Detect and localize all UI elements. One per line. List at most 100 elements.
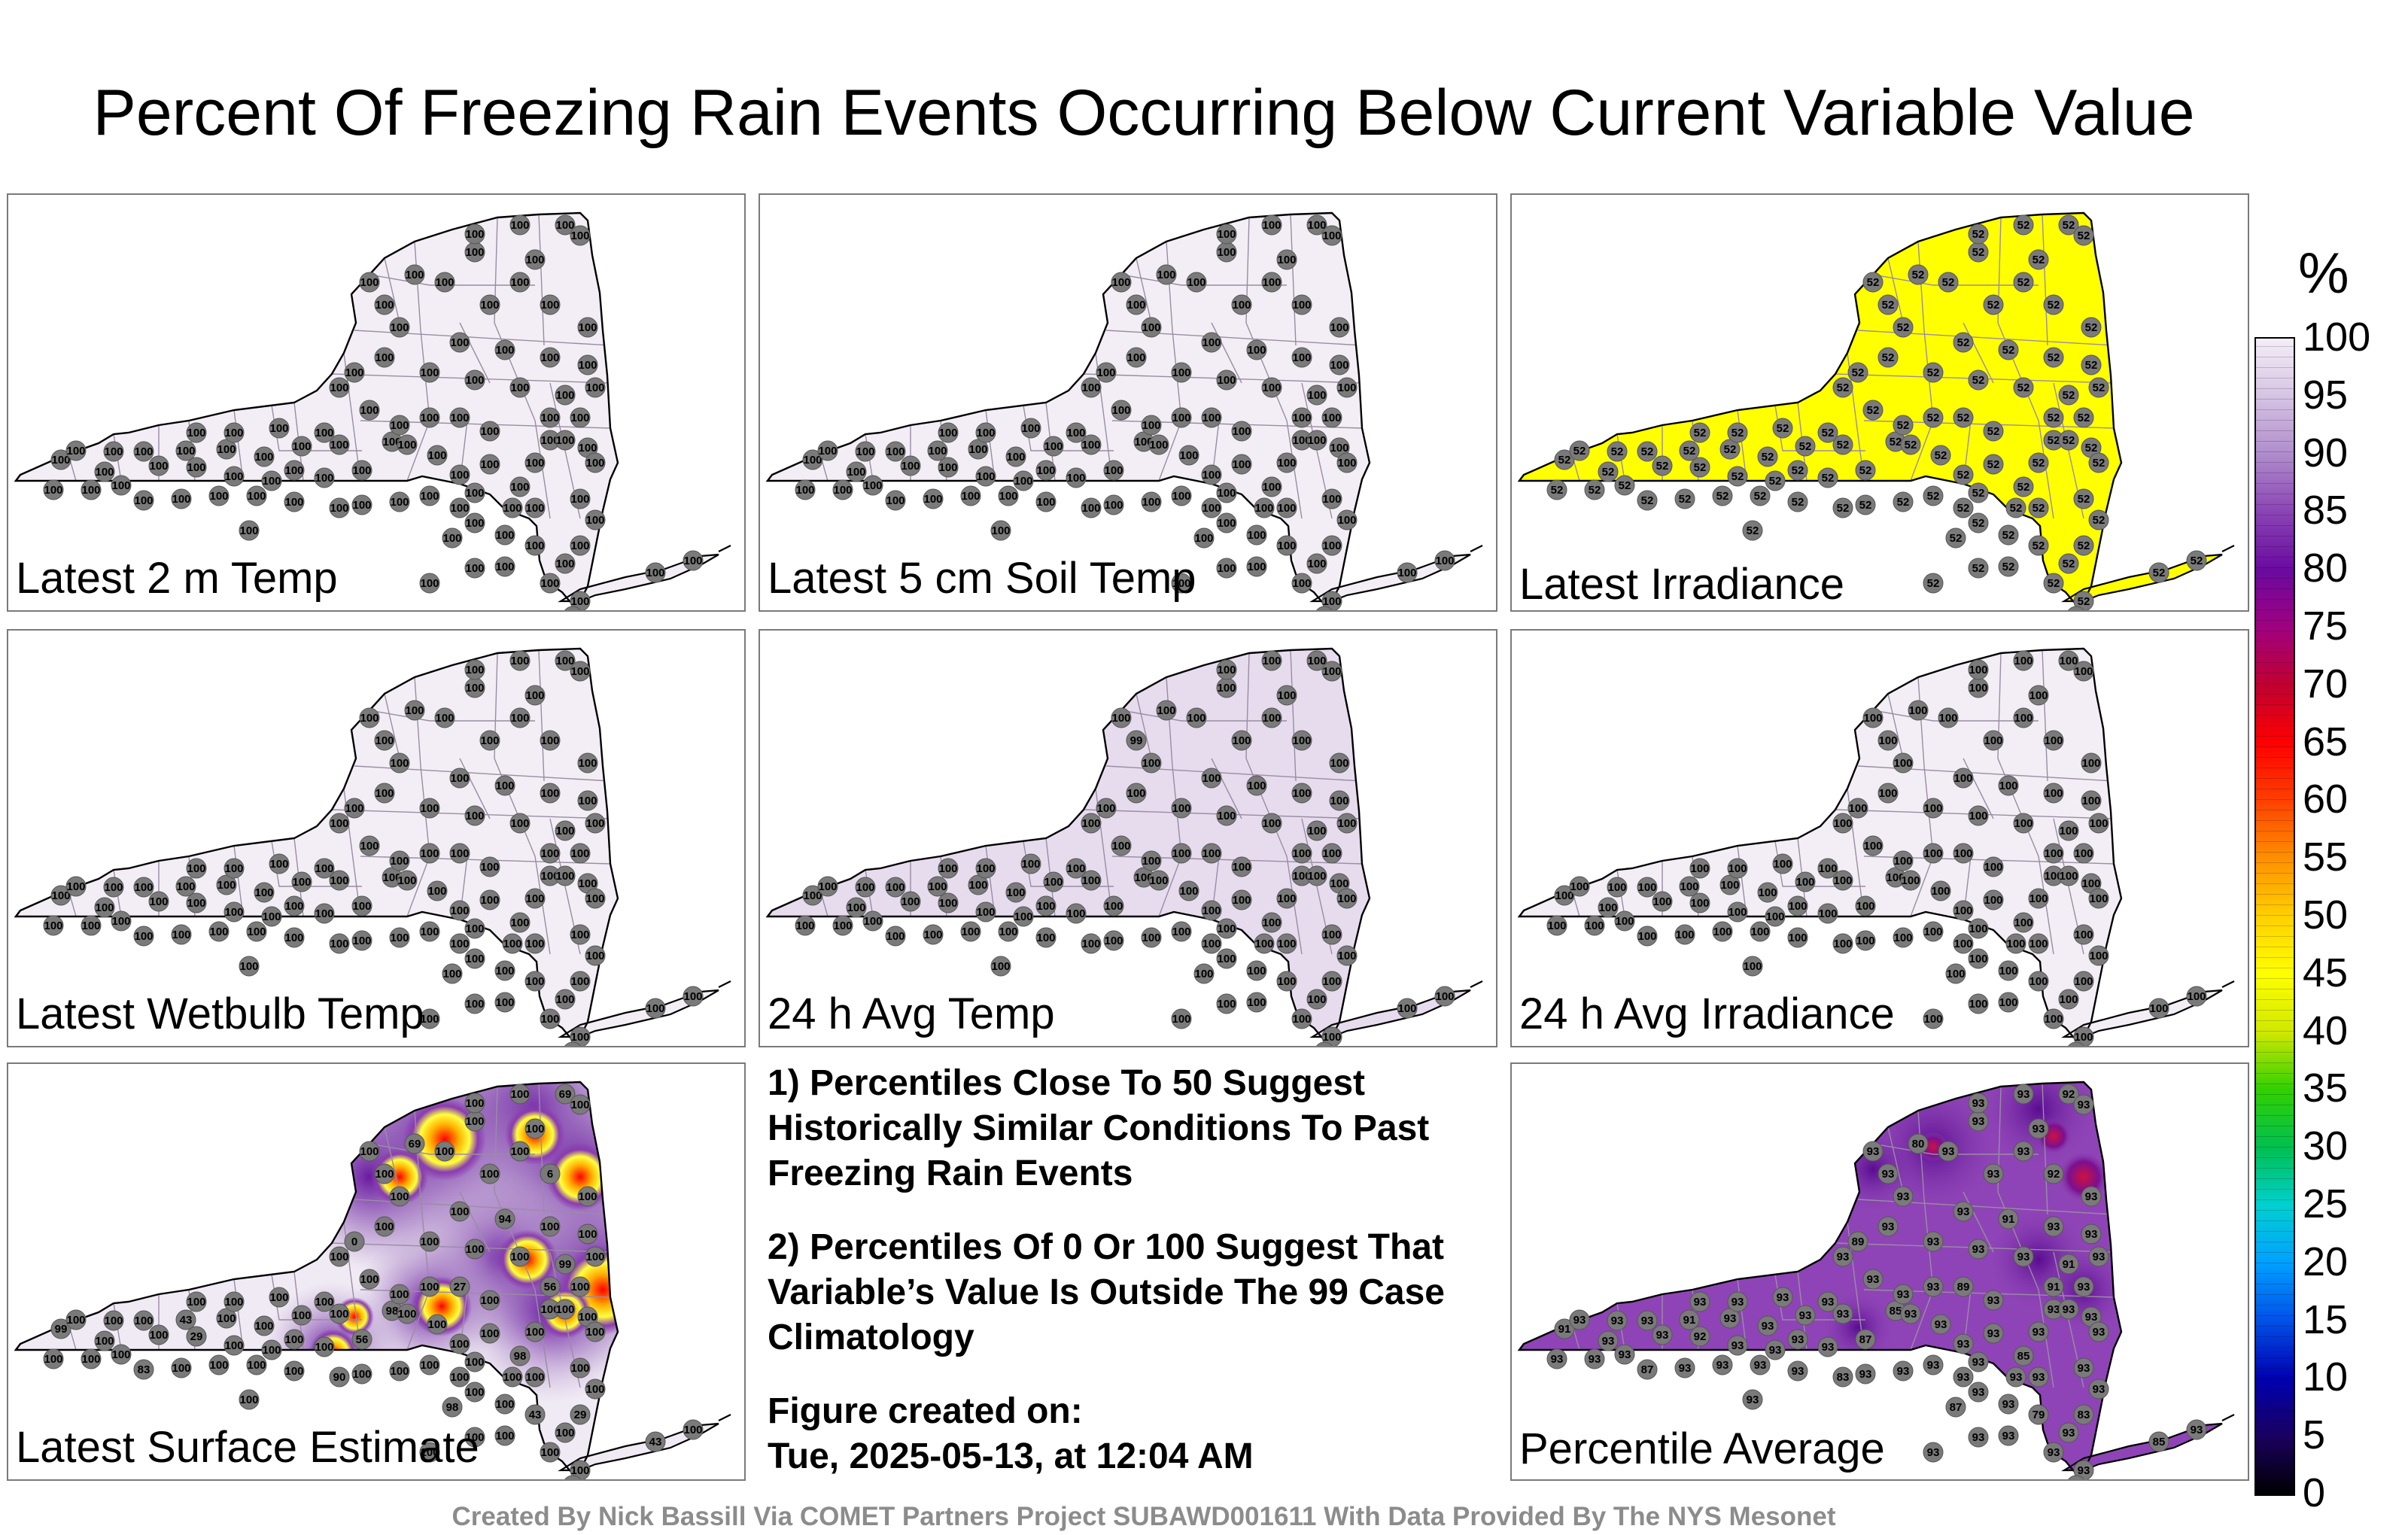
svg-text:52: 52: [1683, 445, 1696, 457]
svg-text:52: 52: [1551, 484, 1564, 497]
station-marker: 100: [1893, 927, 1914, 948]
station-marker: 100: [585, 945, 606, 966]
station-marker: 100: [1141, 927, 1162, 948]
station-marker: 100: [1126, 783, 1147, 804]
svg-text:100: 100: [111, 915, 130, 928]
station-marker: 100: [2148, 998, 2169, 1019]
station-marker: 100: [133, 926, 154, 947]
svg-text:52: 52: [1859, 464, 1872, 477]
station-marker: 100: [397, 1303, 418, 1324]
svg-text:52: 52: [1611, 445, 1624, 458]
svg-text:89: 89: [1957, 1281, 1970, 1293]
station-marker: 100: [43, 1348, 64, 1369]
svg-text:100: 100: [149, 460, 168, 473]
svg-text:100: 100: [1232, 299, 1251, 312]
svg-text:100: 100: [111, 479, 130, 492]
station-marker: 93: [1968, 1239, 1989, 1260]
svg-text:100: 100: [510, 712, 529, 725]
svg-text:100: 100: [555, 870, 574, 883]
figure-title: Percent Of Freezing Rain Events Occurrin…: [93, 77, 2195, 149]
station-marker: 100: [1321, 535, 1342, 556]
station-marker: 100: [1727, 858, 1748, 879]
svg-text:100: 100: [420, 802, 439, 815]
station-marker: 100: [975, 858, 996, 879]
station-marker: 52: [1938, 272, 1959, 293]
station-marker: 52: [2043, 347, 2064, 368]
station-marker: 100: [555, 430, 576, 451]
svg-text:100: 100: [578, 795, 597, 807]
station-marker: 100: [1968, 805, 1989, 826]
station-marker: 93: [2043, 1442, 2064, 1463]
station-marker: 100: [2028, 685, 2049, 706]
svg-text:93: 93: [1897, 1288, 1910, 1301]
svg-text:100: 100: [149, 895, 168, 908]
station-marker: 52: [2073, 535, 2094, 556]
svg-text:100: 100: [1036, 932, 1055, 944]
svg-text:93: 93: [1792, 1333, 1804, 1346]
station-marker: 100: [389, 752, 410, 774]
svg-text:93: 93: [1987, 1294, 2000, 1307]
station-marker: 52: [1598, 461, 1619, 482]
station-marker: 100: [389, 927, 410, 948]
panel-label: Latest Wetbulb Temp: [16, 989, 424, 1038]
station-marker: 100: [585, 888, 606, 909]
station-marker: 93: [1968, 1382, 1989, 1403]
svg-text:93: 93: [1987, 1168, 2000, 1181]
station-marker: 100: [1306, 430, 1327, 451]
station-marker: 52: [1795, 436, 1816, 457]
station-marker: 100: [254, 1315, 275, 1336]
svg-text:52: 52: [1589, 484, 1601, 497]
station-marker: 93: [1795, 1305, 1816, 1326]
station-marker: 100: [1847, 798, 1868, 819]
svg-text:100: 100: [262, 910, 281, 923]
svg-text:100: 100: [578, 877, 597, 890]
svg-text:100: 100: [390, 932, 409, 944]
svg-text:100: 100: [1397, 1002, 1416, 1015]
svg-text:100: 100: [1081, 817, 1100, 830]
station-marker: 93: [1598, 1330, 1619, 1351]
svg-text:100: 100: [1187, 276, 1206, 289]
station-marker: 93: [1953, 1366, 1974, 1388]
svg-text:100: 100: [1322, 412, 1341, 424]
station-marker: 100: [449, 843, 470, 864]
svg-text:100: 100: [1277, 938, 1296, 950]
svg-text:100: 100: [420, 412, 439, 424]
svg-text:100: 100: [187, 897, 205, 910]
station-marker: 100: [389, 1360, 410, 1382]
station-marker: 100: [975, 422, 996, 443]
station-marker: 100: [1043, 436, 1064, 457]
station-marker: 93: [1652, 1324, 1673, 1345]
svg-text:52: 52: [2048, 434, 2060, 447]
svg-text:100: 100: [525, 1123, 544, 1135]
svg-text:52: 52: [2002, 561, 2015, 573]
long-island-border: [558, 553, 719, 603]
panel-label: Latest 2 m Temp: [16, 554, 338, 603]
station-marker: 100: [464, 805, 485, 826]
station-marker: 100: [1554, 885, 1575, 906]
station-marker: 93: [1607, 1310, 1628, 1331]
station-marker: 52: [2028, 535, 2049, 556]
svg-text:93: 93: [1589, 1353, 1601, 1366]
svg-text:100: 100: [1615, 915, 1634, 928]
station-marker: 52: [2013, 214, 2034, 236]
station-marker: 100: [479, 1290, 500, 1311]
station-marker: 100: [2005, 933, 2026, 954]
station-marker: 52: [2013, 377, 2034, 398]
svg-text:100: 100: [570, 412, 589, 424]
station-marker: 100: [351, 460, 372, 481]
station-marker: 100: [540, 1442, 561, 1463]
station-marker: 93: [2073, 1460, 2094, 1479]
station-marker: 100: [1727, 901, 1748, 923]
svg-text:52: 52: [1987, 425, 2000, 438]
svg-text:52: 52: [1754, 490, 1767, 503]
station-marker: 52: [1983, 421, 2004, 442]
station-marker: 100: [223, 466, 245, 487]
station-marker: 52: [2058, 214, 2079, 236]
station-marker: 93: [2005, 1366, 2026, 1388]
station-marker: 100: [246, 921, 267, 942]
svg-text:100: 100: [209, 1359, 228, 1372]
station-marker: 100: [314, 903, 335, 924]
station-marker: 100: [502, 497, 523, 518]
svg-text:100: 100: [345, 366, 363, 379]
svg-text:100: 100: [1292, 734, 1311, 747]
